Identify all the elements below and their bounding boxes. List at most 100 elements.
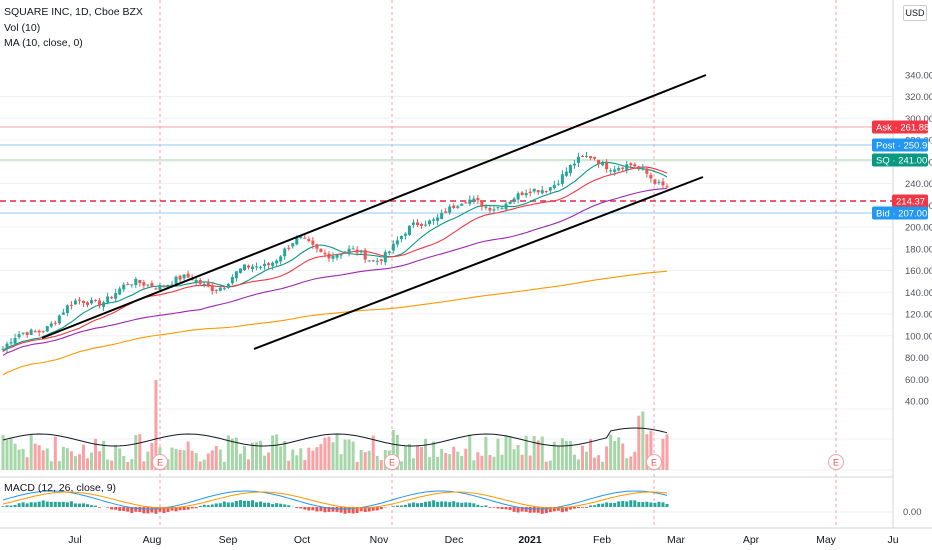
volume-bar <box>496 438 500 470</box>
macd-histogram-bar <box>110 507 114 510</box>
macd-histogram-bar <box>492 507 496 508</box>
volume-indicator-label[interactable]: Vol (10) <box>4 22 41 34</box>
candle-body <box>1 348 5 350</box>
volume-bar <box>114 444 118 470</box>
volume-bar <box>41 450 45 470</box>
volume-bar <box>122 455 126 470</box>
volume-bar <box>45 448 49 470</box>
candle-body <box>146 284 150 286</box>
candle-body <box>395 240 399 245</box>
volume-bar <box>645 434 649 470</box>
candle-body <box>653 179 657 184</box>
candle-body <box>331 256 335 259</box>
price-tag-badge <box>872 120 928 134</box>
macd-histogram-bar <box>33 502 37 507</box>
price-axis[interactable]: 340.00320.00300.00280.00260.00240.00220.… <box>903 70 932 518</box>
macd-histogram-bar <box>589 505 593 507</box>
earnings-marker: E <box>828 454 844 470</box>
candle-body <box>387 251 391 254</box>
volume-bar <box>347 439 351 470</box>
price-tag-badge <box>872 138 928 152</box>
time-tick-label: Feb <box>593 534 611 546</box>
volume-bar <box>580 445 584 470</box>
candle-body <box>375 260 379 262</box>
candle-body <box>230 277 234 284</box>
time-axis[interactable]: Jul Aug Sep Oct Nov Dec 2021 Feb Mar Apr May Ju <box>0 527 932 546</box>
volume-bar <box>395 434 399 470</box>
chart-title[interactable]: SQUARE INC, 1D, Cboe BZX <box>4 6 143 18</box>
candle-body <box>45 326 49 332</box>
candle-body <box>391 243 395 251</box>
volume-bar <box>415 446 419 470</box>
volume-bar <box>568 440 572 470</box>
macd-histogram-bar <box>436 501 440 507</box>
volume-bar <box>516 444 520 470</box>
macd-histogram-bar <box>556 507 560 511</box>
volume-bar <box>524 435 528 470</box>
price-tick-label: 200.00 <box>905 223 932 234</box>
macd-histogram-bar <box>617 501 621 507</box>
candle-body <box>311 240 315 245</box>
macd-histogram-bar <box>343 507 347 514</box>
macd-histogram-bar <box>170 507 174 511</box>
volume-bar <box>633 451 637 470</box>
candle-body <box>436 217 440 221</box>
price-tag-label: SQ · 241.00 <box>876 156 927 167</box>
macd-histogram-bar <box>335 507 339 512</box>
macd-histogram-bar <box>158 507 162 512</box>
macd-histogram-bar <box>178 507 182 511</box>
volume-bar <box>275 434 279 470</box>
candle-body <box>621 167 625 169</box>
time-tick-label: 2021 <box>518 534 542 546</box>
ma-indicator-label[interactable]: MA (10, close, 0) <box>4 37 83 49</box>
price-tag-label: Bid · 207.00 <box>876 209 927 220</box>
volume-bar <box>102 440 106 470</box>
volume-bar <box>540 436 544 470</box>
earnings-marker-label: E <box>389 458 395 468</box>
volume-bar <box>407 444 411 470</box>
candle-body <box>544 191 548 193</box>
macd-histogram-bar <box>552 507 556 512</box>
volume-bar <box>33 443 37 470</box>
macd-histogram-bar <box>154 507 158 514</box>
macd-histogram-bar <box>641 502 645 507</box>
candles[interactable] <box>1 151 669 353</box>
volume-bar <box>359 449 363 470</box>
volume-bar <box>375 455 379 470</box>
candle-body <box>134 278 138 286</box>
macd-histogram-bar <box>81 503 85 507</box>
macd-histogram-bar <box>279 503 283 507</box>
currency-badge[interactable]: USD <box>903 5 927 21</box>
candle-body <box>73 300 77 305</box>
volume-bar <box>492 456 496 470</box>
macd-histogram-bar <box>138 507 142 513</box>
volume-bar <box>480 455 484 470</box>
macd-histogram-bar <box>597 503 601 507</box>
candle-body <box>65 305 69 313</box>
macd-histogram-bar <box>480 505 484 507</box>
candle-body <box>633 164 637 167</box>
macd-histogram-bar <box>182 507 186 511</box>
price-tick-label: 120.00 <box>905 310 932 321</box>
candle-body <box>625 164 629 171</box>
macd-histogram-bar <box>444 501 448 507</box>
volume-bar <box>110 460 114 470</box>
macd-histogram-bar <box>146 507 150 514</box>
macd-indicator-label[interactable]: MACD (12, 26, close, 9) <box>4 482 117 494</box>
volume-bar <box>508 436 512 470</box>
volume-bar <box>126 461 130 470</box>
time-tick-label: Nov <box>370 534 389 546</box>
volume-bar <box>536 440 540 470</box>
volume-bar <box>214 445 218 470</box>
macd-histogram-bar <box>25 503 29 507</box>
volume-bar <box>379 460 383 470</box>
candle-body <box>460 203 464 206</box>
candle-body <box>580 155 584 157</box>
macd-histogram-bar <box>90 505 94 507</box>
candle-body <box>444 211 448 213</box>
trend-channel[interactable] <box>41 74 707 350</box>
macd-histogram-bar <box>251 500 255 507</box>
macd-histogram-bar <box>560 507 564 513</box>
